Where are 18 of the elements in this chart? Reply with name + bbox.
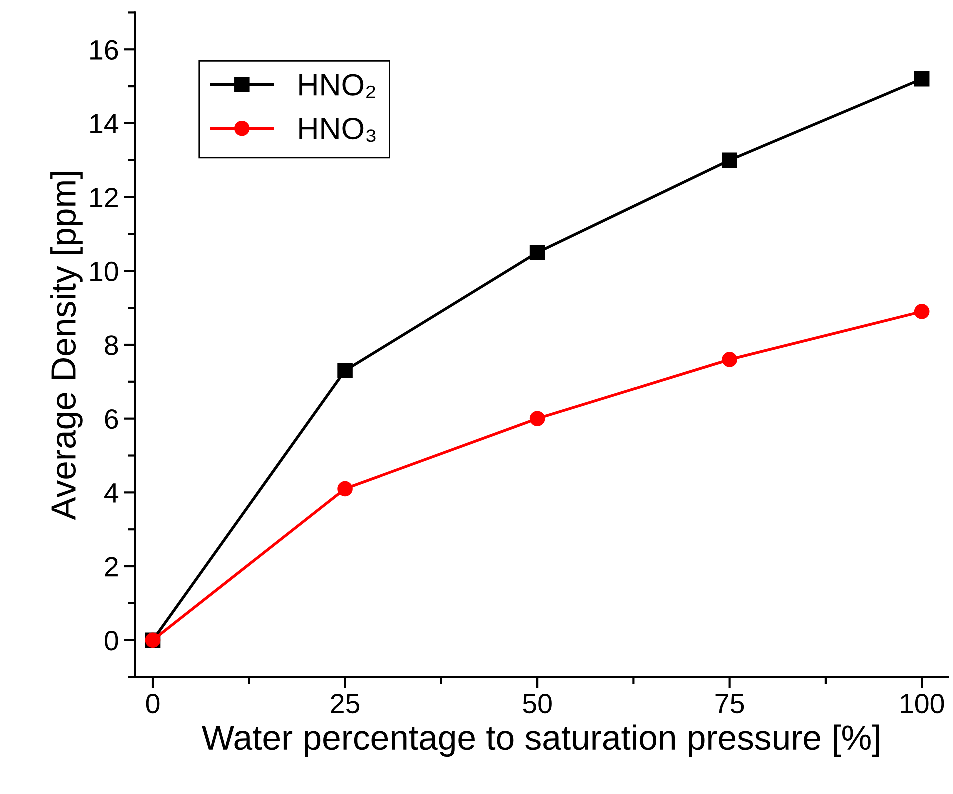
legend-label: HNO₂	[300, 74, 376, 98]
y-tick-label: 6	[105, 410, 118, 430]
y-tick-label: 4	[104, 484, 119, 503]
y-axis-title: Average Density [ppm]	[50, 172, 83, 520]
y-tick-label: 2	[105, 557, 118, 577]
x-tick-label: 0	[146, 694, 160, 714]
y-tick-label: 8	[105, 336, 118, 356]
y-tick-label: 16	[90, 40, 118, 60]
y-tick-label: 12	[90, 188, 118, 208]
y-tick-label: 14	[90, 114, 119, 134]
x-tick-label: 75	[716, 694, 744, 714]
y-tick-label: 10	[90, 262, 118, 282]
x-tick-label: 25	[331, 694, 360, 714]
legend-label: HNO₃	[300, 118, 376, 142]
x-axis-title: Water percentage to saturation pressure [%]	[202, 724, 880, 758]
x-tick-label: 50	[523, 694, 552, 714]
y-tick-label: 0	[104, 631, 118, 651]
x-tick-label: 100	[901, 694, 944, 714]
